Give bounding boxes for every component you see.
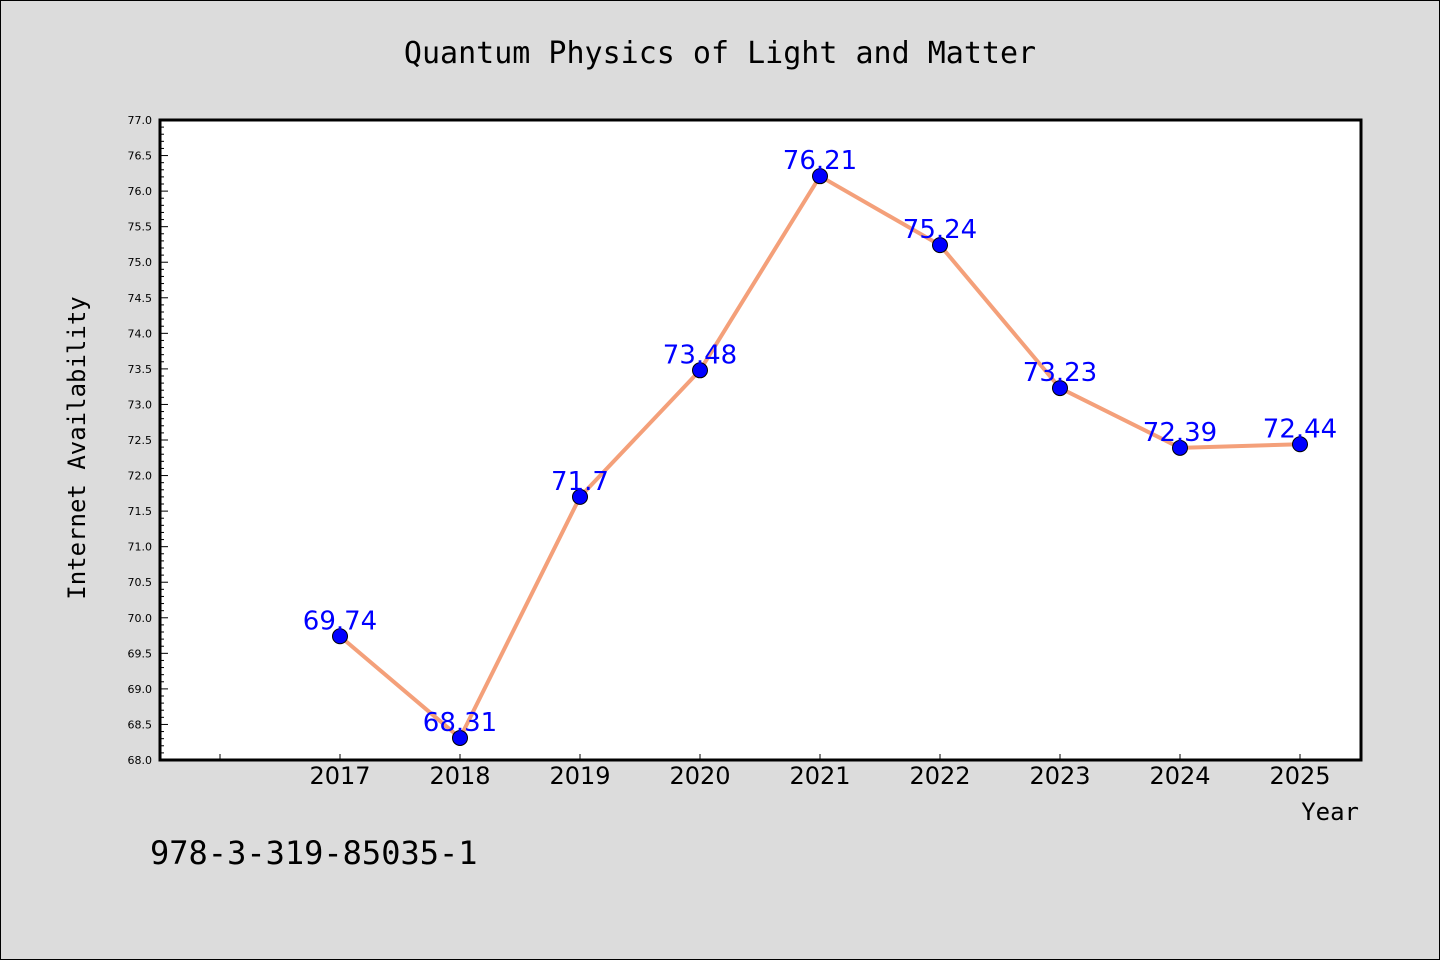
y-axis-label: Internet Availability	[63, 296, 91, 599]
data-labels-layer: 69.74 68.31 71.7 73.48 76.21 75.24 73.23 72.39 7…	[303, 146, 1337, 738]
y-tick-label: 70.5	[128, 576, 153, 589]
y-tick-label: 71.0	[128, 541, 153, 554]
y-axis: 68.0 68.5 69.0 69.5 70.0 70.5 71.0 71.5 72.0 72.5…	[128, 114, 168, 767]
data-label: 75.24	[903, 215, 977, 245]
x-tick-label: 2022	[909, 762, 970, 790]
x-tick-label: 2025	[1269, 762, 1330, 790]
data-point	[1052, 380, 1068, 397]
y-tick-label: 71.5	[128, 505, 153, 518]
y-tick-label: 68.5	[128, 718, 153, 731]
x-axis-label: Year	[1301, 798, 1359, 826]
data-point	[932, 237, 948, 254]
data-point	[452, 729, 468, 746]
data-point	[1292, 436, 1308, 453]
x-tick-label: 2024	[1149, 762, 1210, 790]
data-label: 73.23	[1023, 358, 1097, 388]
y-tick-label: 69.5	[128, 647, 153, 660]
x-tick-label: 2019	[549, 762, 610, 790]
data-label: 73.48	[663, 340, 737, 370]
data-label: 68.31	[423, 708, 497, 738]
y-tick-label: 70.0	[128, 612, 153, 625]
y-tick-label: 77.0	[128, 114, 153, 127]
y-tick-label: 74.5	[128, 292, 153, 305]
x-tick-label: 2023	[1029, 762, 1090, 790]
y-tick-label: 73.0	[128, 398, 153, 411]
chart-title: Quantum Physics of Light and Matter	[404, 36, 1036, 71]
data-label: 72.44	[1263, 414, 1337, 444]
x-tick-label: 2021	[789, 762, 850, 790]
y-tick-label: 76.5	[128, 150, 153, 163]
y-tick-label: 76.0	[128, 185, 153, 198]
y-tick-label: 73.5	[128, 363, 153, 376]
data-label: 76.21	[783, 146, 857, 176]
x-tick-label: 2020	[669, 762, 730, 790]
data-point	[692, 362, 708, 379]
x-axis: 2017 2018 2019 2020 2021 2022 2023 2024 2025	[219, 754, 1331, 790]
y-tick-label: 69.0	[128, 683, 153, 696]
data-point	[332, 628, 348, 645]
data-label: 72.39	[1143, 418, 1217, 448]
data-label: 69.74	[303, 606, 377, 636]
data-point	[812, 168, 828, 185]
y-tick-label: 72.5	[128, 434, 153, 447]
isbn-footer: 978-3-319-85035-1	[150, 834, 478, 872]
data-point	[1172, 439, 1188, 456]
data-point	[572, 488, 588, 505]
series-layer	[332, 168, 1308, 746]
y-tick-label: 68.0	[128, 754, 153, 767]
x-tick-label: 2018	[429, 762, 490, 790]
y-tick-label: 75.0	[128, 256, 153, 269]
y-tick-label: 72.0	[128, 470, 153, 483]
y-tick-label: 74.0	[128, 327, 153, 340]
data-label: 71.7	[551, 467, 609, 497]
x-tick-label: 2017	[309, 762, 370, 790]
y-tick-label: 75.5	[128, 221, 153, 234]
